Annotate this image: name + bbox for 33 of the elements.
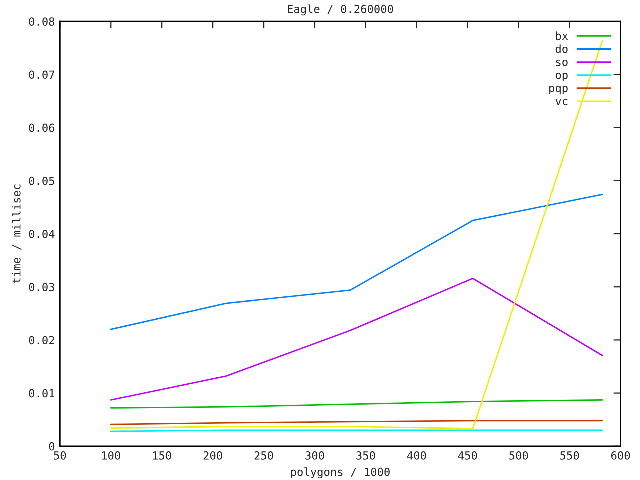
x-tick-label: 250 bbox=[254, 452, 274, 460]
y-tick-label: 0.05 bbox=[29, 176, 54, 186]
x-tick-label: 100 bbox=[102, 452, 120, 460]
y-tick-label: 0 bbox=[49, 442, 55, 451]
y-tick-label: 0.04 bbox=[29, 230, 55, 238]
y-axis-title: time / millisec bbox=[12, 184, 22, 284]
chart-title: Eagle / 0.260000 bbox=[288, 4, 394, 16]
y-tick-label: 0.03 bbox=[29, 283, 54, 292]
legend-label: so bbox=[556, 60, 568, 66]
legend-label: bx bbox=[556, 32, 568, 40]
x-tick-label: 500 bbox=[510, 452, 528, 460]
x-tick-label: 600 bbox=[611, 452, 630, 460]
x-axis-title: polygons / 1000 bbox=[291, 468, 390, 479]
x-tick-label: 400 bbox=[407, 452, 426, 460]
y-tick-label: 0.01 bbox=[29, 389, 55, 398]
x-tick-label: 550 bbox=[560, 452, 580, 460]
y-tick-label: 0.07 bbox=[29, 70, 54, 80]
x-tick-label: 150 bbox=[153, 452, 172, 460]
x-tick-label: 300 bbox=[306, 452, 324, 460]
legend-label: op bbox=[556, 72, 568, 82]
legend-label: vc bbox=[556, 99, 568, 106]
line-series bbox=[110, 278, 604, 401]
legend-label: pqp bbox=[550, 86, 568, 95]
x-tick-label: 200 bbox=[204, 452, 222, 460]
line-series bbox=[110, 400, 604, 409]
y-tick-label: 0.02 bbox=[29, 336, 54, 345]
line-series bbox=[110, 194, 604, 330]
legend-label: do bbox=[556, 44, 568, 54]
x-tick-label: 50 bbox=[54, 452, 66, 460]
x-tick-label: 350 bbox=[356, 452, 376, 460]
y-tick-label: 0.06 bbox=[29, 124, 55, 132]
x-tick-label: 450 bbox=[458, 452, 478, 460]
y-tick-label: 0.08 bbox=[29, 18, 55, 26]
